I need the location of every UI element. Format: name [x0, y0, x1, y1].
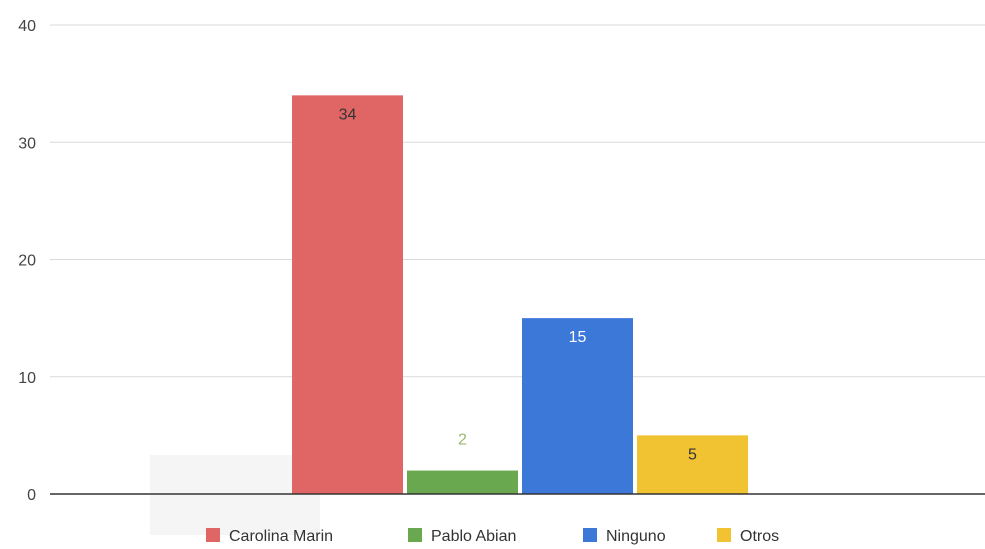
legend: Carolina Marin Pablo Abian Ninguno Otros: [206, 528, 779, 545]
data-label: 15: [569, 329, 587, 346]
y-axis: 0 10 20 30 40: [18, 18, 985, 504]
watermark: [150, 455, 320, 535]
y-tick-label: 20: [18, 253, 36, 270]
bar: [522, 318, 633, 494]
y-tick-label: 10: [18, 370, 36, 387]
legend-label: Pablo Abian: [431, 528, 516, 545]
legend-label: Carolina Marin: [229, 528, 333, 545]
legend-label: Otros: [740, 528, 779, 545]
y-tick-label: 30: [18, 135, 36, 152]
bars: [292, 95, 748, 494]
data-label: 2: [458, 432, 467, 449]
data-label: 5: [688, 446, 697, 463]
data-labels: 34 2 15 5: [339, 106, 697, 463]
legend-swatch: [408, 528, 422, 542]
y-tick-label: 40: [18, 18, 36, 35]
legend-swatch: [717, 528, 731, 542]
gridlines: [50, 24, 985, 378]
legend-swatch: [583, 528, 597, 542]
bar: [637, 435, 748, 494]
bar: [407, 470, 518, 494]
legend-swatch: [206, 528, 220, 542]
data-label: 34: [339, 106, 357, 123]
legend-label: Ninguno: [606, 528, 666, 545]
watermark-logo: [150, 455, 320, 535]
y-tick-label: 0: [27, 487, 36, 504]
bar: [292, 95, 403, 494]
